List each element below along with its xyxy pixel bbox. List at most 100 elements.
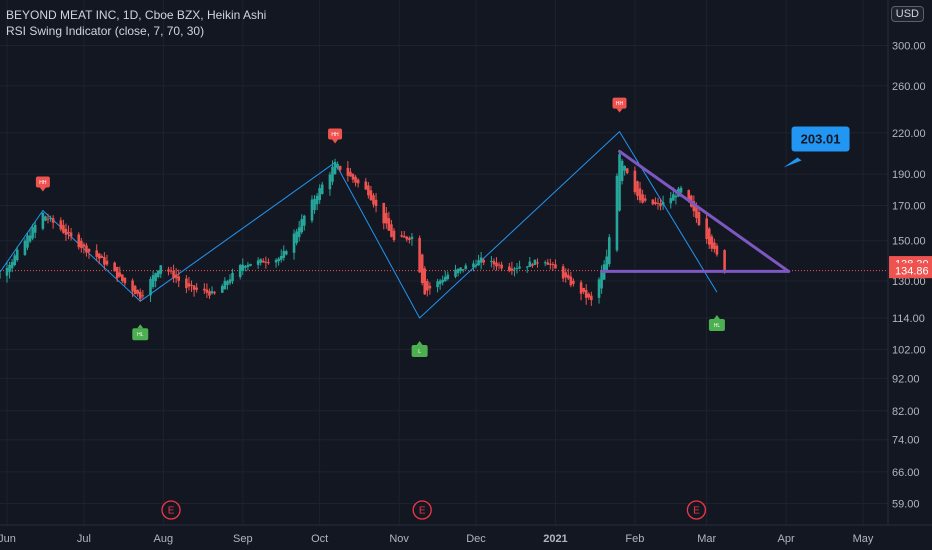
candle-up	[33, 222, 37, 239]
price-callout[interactable]: 203.01	[783, 126, 850, 168]
marker-label: HH	[616, 101, 624, 107]
candle-down	[636, 180, 639, 201]
candle-body	[349, 171, 352, 177]
time-tick-label: Sep	[233, 533, 253, 545]
candle-body	[402, 235, 406, 238]
candle-up	[661, 195, 665, 210]
candle-body	[454, 269, 457, 277]
candle-up	[285, 249, 288, 256]
candle-body	[477, 260, 480, 266]
candle-down	[715, 243, 719, 257]
candle-up	[244, 264, 247, 272]
candle-down	[579, 280, 583, 301]
candle-up	[528, 257, 532, 267]
marker-label: HH	[39, 180, 47, 186]
candle-up	[456, 268, 460, 277]
price-tick-label: 92.00	[892, 373, 920, 385]
candle-down	[625, 167, 629, 175]
candle-body	[64, 228, 68, 235]
candle-body	[190, 284, 193, 287]
time-tick-label: Feb	[625, 533, 644, 545]
candle-up	[31, 223, 34, 241]
candle-down	[372, 193, 375, 208]
candle-body	[8, 264, 11, 272]
candle-body	[174, 274, 178, 279]
price-tick-label: 66.00	[892, 467, 920, 479]
candle-down	[590, 291, 593, 306]
candle-body	[336, 163, 339, 168]
candle-down	[546, 259, 550, 265]
marker-box	[35, 176, 50, 188]
candle-up	[525, 266, 529, 273]
candle-body	[302, 215, 306, 226]
candle-up	[318, 184, 321, 204]
candle-down	[62, 219, 65, 234]
candle-body	[267, 262, 270, 264]
swing-low-marker: L	[411, 341, 428, 358]
candle-body	[318, 188, 321, 201]
time-axis[interactable]: Jun Jul Aug Sep Oct Nov Dec 2021 Feb Mar Apr May	[0, 524, 932, 545]
candle-up	[513, 266, 516, 277]
candle-up	[436, 278, 439, 293]
candle-up	[459, 267, 462, 274]
candle-down	[400, 231, 403, 238]
marker-box	[328, 128, 343, 140]
candle-body	[172, 270, 175, 279]
candle-up	[159, 265, 163, 279]
candle-down	[133, 284, 137, 295]
candle-body	[623, 165, 626, 171]
candle-up	[249, 263, 252, 267]
candle-down	[174, 268, 178, 284]
candle-body	[136, 290, 140, 294]
candle-down	[705, 212, 708, 244]
candle-body	[510, 268, 514, 271]
candle-up	[310, 195, 314, 223]
candle-up	[246, 261, 250, 271]
candle-up	[231, 268, 234, 285]
candle-body	[385, 212, 388, 224]
candle-up	[472, 260, 475, 272]
indicator-title[interactable]: RSI Swing Indicator (close, 7, 70, 30)	[6, 24, 205, 38]
candle-down	[105, 254, 109, 267]
symbol-title[interactable]: BEYOND MEAT INC, 1D, Cboe BZX, Heikin As…	[6, 8, 267, 22]
candle-down	[572, 278, 575, 287]
candle-body	[643, 198, 647, 201]
candle-body	[372, 195, 375, 205]
candle-down	[51, 215, 55, 229]
candle-up	[300, 214, 304, 235]
trendline	[618, 149, 791, 273]
time-tick-label: 2021	[543, 533, 567, 545]
candle-body	[113, 262, 116, 272]
candle-up	[15, 246, 19, 262]
marker-pointer	[332, 139, 339, 144]
candle-up	[279, 249, 283, 263]
candle-body	[713, 242, 716, 250]
candle-body	[518, 266, 521, 269]
candle-up	[454, 264, 457, 279]
candle-down	[510, 261, 514, 275]
candle-body	[669, 197, 673, 204]
candle-body	[261, 260, 265, 263]
candle-up	[620, 158, 624, 185]
candle-body	[692, 201, 696, 212]
currency-button[interactable]: USD	[890, 6, 924, 22]
candle-body	[62, 224, 65, 233]
candle-body	[313, 198, 316, 210]
price-tick-label: 190.00	[892, 169, 926, 181]
trendline-drawings[interactable]	[600, 149, 791, 273]
candle-down	[495, 257, 498, 271]
candle-up	[605, 249, 609, 273]
candle-down	[64, 223, 68, 241]
candle-body	[625, 168, 629, 174]
candle-body	[405, 236, 409, 240]
candle-up	[443, 270, 447, 282]
candle-body	[118, 272, 122, 277]
candle-body	[543, 262, 547, 264]
candle-down	[346, 161, 350, 182]
candle-down	[382, 202, 386, 230]
price-axis[interactable]: 300.00 260.00 220.00 190.00 170.00 150.00 130.…	[887, 0, 932, 550]
candle-body	[320, 184, 324, 194]
candle-body	[456, 268, 460, 274]
